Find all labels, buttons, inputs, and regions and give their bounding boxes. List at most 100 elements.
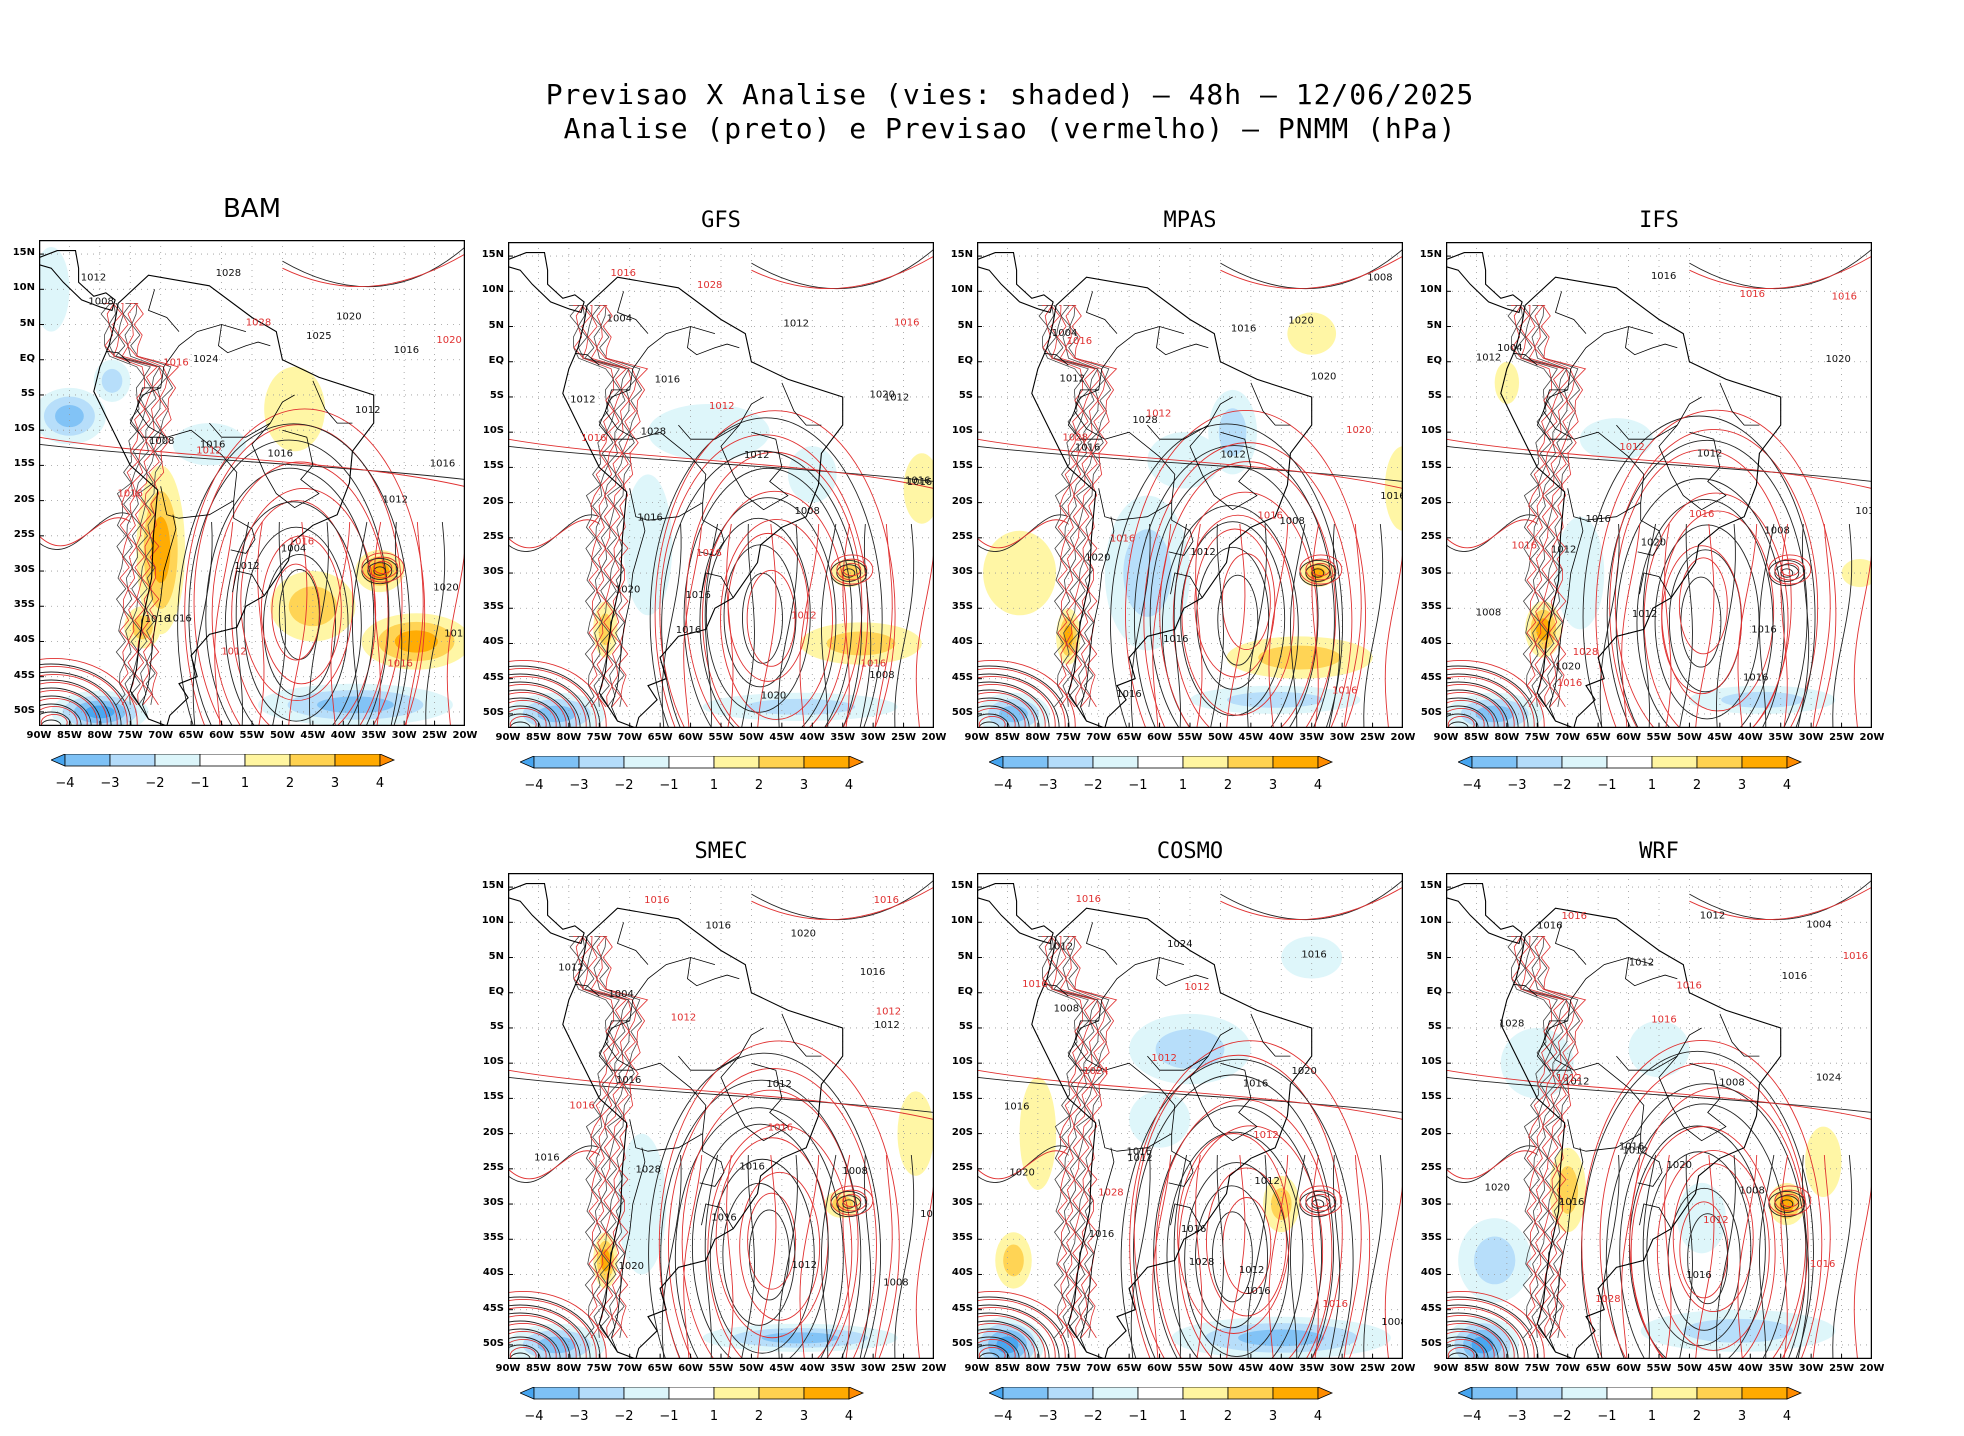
colorbar: −4 −3 −2 −1 1 2 3 4 (520, 1387, 930, 1431)
forecast-contour (681, 1089, 859, 1359)
country-border (1073, 957, 1185, 1071)
lat-tick-label: 20S (482, 495, 504, 507)
contour-label: 1016 (1686, 1270, 1711, 1281)
lon-tick-label: 55W (1177, 732, 1203, 743)
panel-title-cosmo: COSMO (1156, 839, 1224, 864)
lat-tick-label: 15S (951, 460, 973, 472)
lon-tick-label: 50W (1676, 1363, 1702, 1374)
bias-shade (1779, 1195, 1794, 1213)
lon-tick-label: 25W (1829, 732, 1855, 743)
analysis-contour (1180, 521, 1286, 717)
lon-tick-label: 60W (678, 732, 704, 743)
country-border (604, 326, 716, 440)
lat-tick-label: 5S (1427, 389, 1442, 401)
country-border (1658, 1055, 1727, 1142)
contour-label: 1016 (905, 476, 930, 487)
bias-shade (101, 368, 123, 393)
lon-tick-label: 70W (617, 732, 643, 743)
lon-tick-label: 20W (452, 730, 478, 741)
colorbar-segment (1606, 1387, 1653, 1400)
colorbar-segment (1696, 756, 1743, 769)
colorbar-label: 4 (1313, 1409, 1323, 1424)
colorbar-segment (623, 756, 670, 769)
contour-label: 1016 (861, 658, 886, 669)
lon-tick-label: 75W (1524, 732, 1550, 743)
lon-tick-label: 25W (891, 732, 917, 743)
map-svg: 1012101610161012101610201016102410161012… (977, 873, 1403, 1359)
colorbar-label: 4 (1782, 778, 1792, 793)
contour-label: 1028 (216, 268, 241, 279)
lat-tick-label: 35S (1420, 601, 1442, 613)
contour-label: 1012 (444, 629, 465, 640)
analysis-contour (1133, 445, 1335, 728)
country-border (678, 396, 764, 440)
contour-label: 1016 (1181, 1224, 1206, 1235)
colorbar-label: −4 (993, 778, 1013, 793)
contour-label: 1020 (1346, 425, 1371, 436)
lat-tick-label: 40S (1420, 1267, 1442, 1279)
lon-tick-label: 20W (1859, 1363, 1885, 1374)
contour-label: 1024 (1167, 939, 1192, 950)
contour-label: 1012 (355, 405, 380, 416)
lat-tick-label: 45S (482, 1302, 504, 1314)
contour-label: 1016 (581, 433, 606, 444)
lat-tick-label: 30S (482, 566, 504, 578)
lon-tick-label: 90W (964, 1363, 990, 1374)
contour-label: 1016 (1301, 949, 1326, 960)
coastline (1031, 276, 1313, 728)
lon-tick-label: 30W (1329, 732, 1355, 743)
country-border (142, 514, 177, 720)
lon-tick-label: 45W (1238, 1363, 1264, 1374)
colorbar-label: −1 (1128, 1409, 1148, 1424)
contour-label: 1024 (1816, 1072, 1841, 1083)
colorbar-label: 2 (1223, 1409, 1233, 1424)
analysis-contour (660, 1079, 862, 1359)
colorbar-segment (1092, 756, 1139, 769)
lon-tick-label: 75W (1524, 1363, 1550, 1374)
analysis-contour (1628, 1125, 1766, 1359)
colorbar-label: −3 (1038, 1409, 1058, 1424)
forecast-contour (1159, 461, 1337, 728)
lat-tick-label: 25S (482, 1161, 504, 1173)
lat-tick-label: 15S (482, 1091, 504, 1103)
contour-label: 1016 (1619, 1142, 1644, 1153)
colorbar-segment (1741, 1387, 1788, 1400)
bias-shade (1474, 1236, 1516, 1285)
contour-label: 1012 (1146, 409, 1171, 420)
country-border (129, 387, 164, 438)
contour-label: 1016 (534, 1152, 559, 1163)
lon-tick-label: 85W (994, 1363, 1020, 1374)
lat-tick-label: 35S (1420, 1232, 1442, 1244)
lat-tick-label: 15N (481, 880, 504, 892)
country-border (687, 326, 740, 356)
lon-tick-label: 90W (26, 730, 52, 741)
lon-tick-label: 45W (769, 732, 795, 743)
colorbar-segment (533, 756, 580, 769)
contour-label: 1016 (894, 318, 919, 329)
analysis-contour (1166, 1131, 1304, 1359)
contour-label: 1012 (196, 445, 221, 456)
country-border (1147, 396, 1233, 440)
lon-tick-label: 60W (678, 1363, 704, 1374)
lon-tick-label: 45W (300, 730, 326, 741)
map-svg: 1012 1016 1016 1012 1016 1016 1020 1016 1012 1008… (508, 873, 934, 1359)
colorbar: −4 −3 −2 −1 1 2 3 4 (1458, 756, 1868, 800)
lon-tick-label: 30W (860, 1363, 886, 1374)
lon-tick-label: 40W (1737, 1363, 1763, 1374)
country-border (598, 1020, 633, 1071)
contour-label: 1012 (1619, 442, 1644, 453)
lon-tick-label: 50W (1676, 732, 1702, 743)
country-border (1170, 1203, 1203, 1229)
lat-tick-label: 25S (951, 530, 973, 542)
bias-shade (1805, 1126, 1842, 1197)
analysis-contour (699, 497, 837, 728)
forecast-contour (702, 490, 847, 728)
contour-label: 1028 (246, 318, 271, 329)
lat-tick-label: EQ (19, 352, 35, 364)
analysis-contour (1605, 1083, 1807, 1359)
colorbar-label: 3 (1737, 1409, 1747, 1424)
bias-shade (761, 1332, 839, 1344)
analysis-contour (1120, 1058, 1354, 1359)
country-border (1567, 1062, 1645, 1152)
colorbar-segment (109, 754, 156, 767)
